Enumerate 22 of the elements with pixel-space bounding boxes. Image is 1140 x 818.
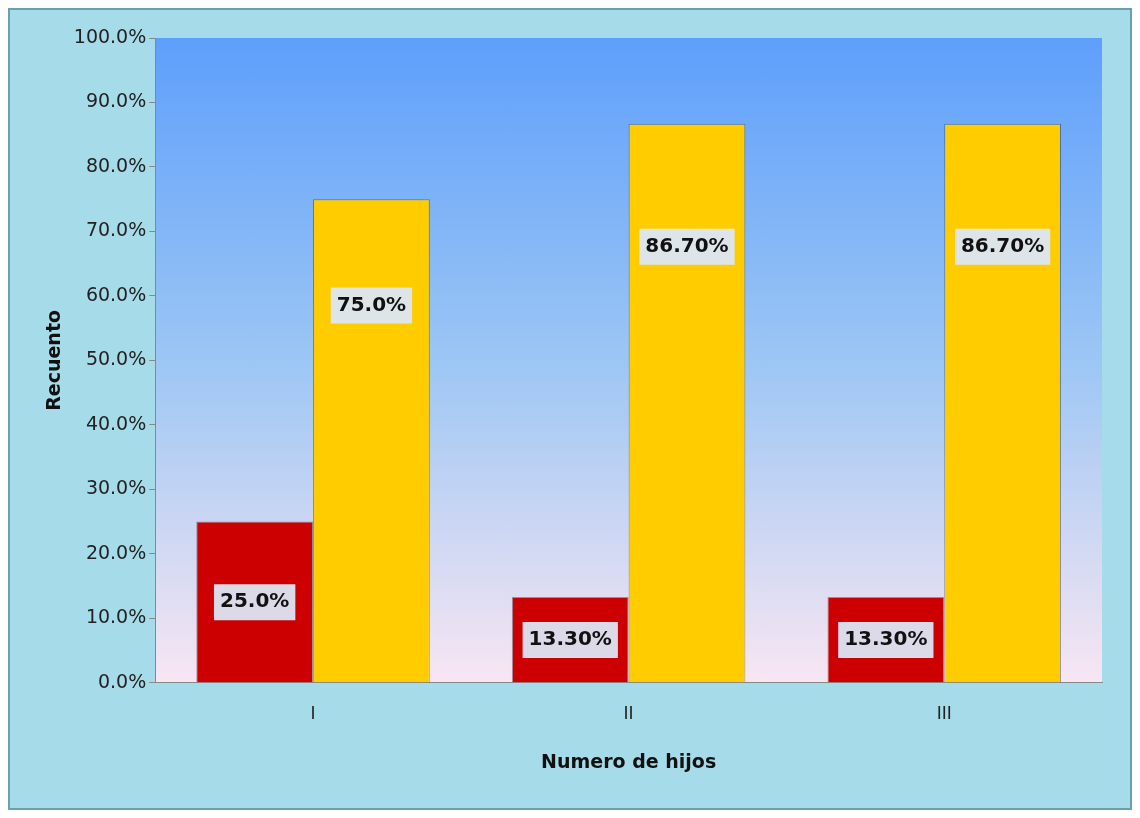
x-tick-label: II: [623, 703, 634, 724]
data-label: 13.30%: [844, 626, 928, 651]
x-tick-label: I: [310, 703, 316, 724]
y-tick-label: 0.0%: [97, 669, 147, 692]
y-tick-label: 70.0%: [85, 218, 147, 241]
y-tick-label: 10.0%: [85, 605, 147, 628]
y-tick-label: 40.0%: [85, 411, 147, 434]
x-tick-label: III: [936, 703, 952, 724]
y-tick-label: 90.0%: [85, 89, 147, 112]
data-label: 75.0%: [336, 291, 407, 316]
y-tick-label: 100.0%: [73, 24, 147, 47]
y-axis-title: Recuento: [42, 309, 65, 411]
y-tick-label: 80.0%: [85, 153, 147, 176]
y-tick-label: 30.0%: [85, 476, 147, 499]
x-axis-title: Numero de hijos: [541, 749, 717, 772]
data-label: 86.70%: [960, 232, 1045, 257]
data-label: 13.30%: [528, 626, 612, 651]
y-tick-label: 60.0%: [85, 282, 147, 305]
y-tick-label: 50.0%: [85, 347, 147, 370]
y-tick-label: 20.0%: [85, 540, 147, 563]
data-label: 25.0%: [219, 588, 290, 613]
data-label: 86.70%: [645, 232, 729, 257]
